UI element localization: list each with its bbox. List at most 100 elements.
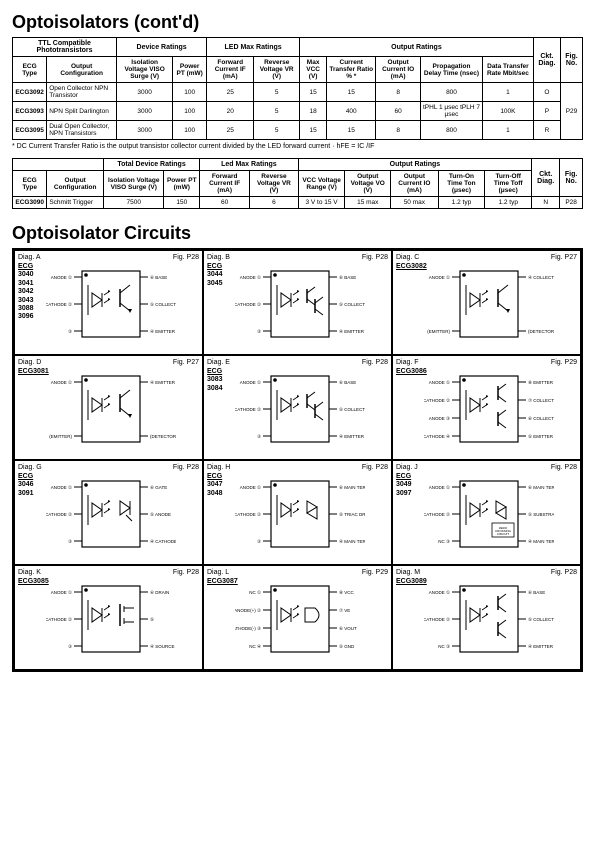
svg-text:CATHODE ②: CATHODE ②	[46, 617, 73, 622]
table-cell: 3000	[117, 121, 173, 140]
svg-text:③: ③	[257, 539, 262, 544]
table-cell: 100	[173, 102, 207, 121]
column-header: Fig. No.	[560, 159, 583, 197]
svg-text:ANODE ①: ANODE ①	[240, 275, 262, 280]
svg-text:⑤ EMITTER: ⑤ EMITTER	[528, 434, 554, 439]
table-cell: 60	[376, 102, 421, 121]
table-cell: 100K	[482, 102, 533, 121]
svg-text:⑧ VCC: ⑧ VCC	[339, 590, 355, 595]
diagram-label: Diag. C	[396, 254, 419, 261]
svg-text:⑥ MAIN TERMINAL: ⑥ MAIN TERMINAL	[528, 485, 554, 490]
figure-label: Fig. P28	[173, 569, 199, 576]
column-header: Power PT (mW)	[173, 57, 207, 83]
table-cell: 15	[300, 121, 327, 140]
figure-label: Fig. P28	[551, 569, 577, 576]
table-cell: 1.2 typ	[485, 197, 532, 209]
table-cell: 100	[173, 121, 207, 140]
svg-text:⑥ DRAIN: ⑥ DRAIN	[150, 590, 169, 595]
column-header: Turn-On Time Ton (μsec)	[438, 171, 485, 197]
column-header: Forward Current IF (mA)	[207, 57, 254, 83]
svg-text:NC ③: NC ③	[438, 539, 451, 544]
figure-label: Fig. P28	[362, 254, 388, 261]
diagram-label: Diag. A	[18, 254, 41, 261]
part-numbers: ECG30473048	[207, 473, 235, 498]
svg-text:⑥ BASE: ⑥ BASE	[339, 380, 356, 385]
part-numbers: ECG30833084	[207, 368, 235, 393]
schematic-icon: ZEROCROSSINGCIRCUITANODE ①⑥ MAIN TERMINA…	[424, 473, 554, 555]
group-header: LED Max Ratings	[207, 38, 300, 57]
column-header: Isolation Voltage VISO Surge (V)	[104, 171, 164, 197]
part-numbers: ECG3089	[396, 578, 424, 586]
svg-text:CIRCUIT: CIRCUIT	[497, 532, 509, 536]
table-cell: 8	[376, 83, 421, 102]
diagram-label: Diag. F	[396, 359, 419, 366]
group-header: Output Ratings	[298, 159, 531, 171]
table-cell: P29	[561, 83, 583, 140]
group-header	[13, 159, 104, 171]
svg-text:ANODE(+) ②: ANODE(+) ②	[235, 608, 262, 613]
svg-text:⑤: ⑤	[150, 617, 155, 622]
column-header: Output Current IO (mA)	[391, 171, 439, 197]
svg-text:ANODE ①: ANODE ①	[240, 485, 262, 490]
part-numbers: ECG30493097	[396, 473, 424, 498]
footnote: * DC Current Transfer Ratio is the outpu…	[12, 143, 583, 150]
svg-text:NC ④: NC ④	[249, 644, 262, 649]
circuit-cell: Diag. MFig. P28ECG3089ANODE ①⑥ BASECATHO…	[392, 565, 581, 670]
svg-text:⑤ GND: ⑤ GND	[339, 644, 355, 649]
table-cell: 15	[300, 83, 327, 102]
table-cell: 1	[482, 121, 533, 140]
figure-label: Fig. P29	[551, 359, 577, 366]
svg-text:ANODE ①: ANODE ①	[51, 485, 73, 490]
schematic-icon: ANODE ①④ COLLECTOR(EMITTER)(DETECTOR)	[424, 263, 554, 345]
table-cell: 15	[327, 121, 376, 140]
svg-text:③: ③	[68, 539, 73, 544]
column-header: Reverse Voltage VR (V)	[254, 57, 300, 83]
table-cell: 60	[200, 197, 250, 209]
table-cell: P	[533, 102, 560, 121]
column-header: Output Configuration	[47, 57, 117, 83]
circuit-cell: Diag. AFig. P28ECG3040304130423043308830…	[14, 250, 203, 355]
table-cell: 800	[421, 83, 483, 102]
svg-text:CATHODE ②: CATHODE ②	[46, 302, 73, 307]
page-title-2: Optoisolator Circuits	[12, 223, 583, 244]
diagram-label: Diag. D	[18, 359, 41, 366]
svg-text:⑤ TRIAC DRIVER SUBSTRATE DO NO: ⑤ TRIAC DRIVER SUBSTRATE DO NOT CONNECT	[339, 512, 365, 517]
table-cell: 6	[250, 197, 298, 209]
circuit-cell: Diag. LFig. P29ECG3087NC ①⑧ VCCANODE(+) …	[203, 565, 392, 670]
table-cell: 50 max	[391, 197, 439, 209]
svg-text:(EMITTER): (EMITTER)	[427, 329, 450, 334]
table-cell: 25	[207, 121, 254, 140]
part-numbers: ECG3086	[396, 368, 424, 376]
table-cell: 1	[482, 83, 533, 102]
group-header: Output Ratings	[300, 38, 534, 57]
table-cell: NPN Split Darlington	[47, 102, 117, 121]
table-cell: 7500	[104, 197, 164, 209]
table-cell: Schmitt Trigger	[47, 197, 104, 209]
svg-text:⑥ GATE: ⑥ GATE	[150, 485, 167, 490]
part-numbers: ECG3087	[207, 578, 235, 586]
table-cell: ECG3093	[13, 102, 47, 121]
svg-text:⑦ COLLECTOR: ⑦ COLLECTOR	[528, 398, 554, 403]
column-header: Data Transfer Rate Mbit/sec	[482, 57, 533, 83]
circuit-cell: Diag. HFig. P28ECG30473048ANODE ①⑥ MAIN …	[203, 460, 392, 565]
svg-text:④ CATHODE: ④ CATHODE	[150, 539, 176, 544]
column-header: Reverse Voltage VR (V)	[250, 171, 298, 197]
svg-text:CATHODE ②: CATHODE ②	[235, 302, 262, 307]
svg-text:⑤ COLLECTOR: ⑤ COLLECTOR	[339, 302, 365, 307]
column-header: Turn-Off Time Toff (μsec)	[485, 171, 532, 197]
table-cell: ECG3092	[13, 83, 47, 102]
svg-text:⑤ COLLECTOR: ⑤ COLLECTOR	[528, 617, 554, 622]
circuit-cell: Diag. JFig. P28ECG30493097ZEROCROSSINGCI…	[392, 460, 581, 565]
diagram-label: Diag. H	[207, 464, 230, 471]
column-header: Current Transfer Ratio % *	[327, 57, 376, 83]
table-cell: N	[532, 197, 560, 209]
svg-text:④ EMITTER: ④ EMITTER	[339, 434, 365, 439]
column-header: Ckt. Diag.	[533, 38, 560, 83]
circuit-cell: Diag. EFig. P28ECG30833084ANODE ①⑥ BASEC…	[203, 355, 392, 460]
optoisolator-table-2: Total Device Ratings Led Max Ratings Out…	[12, 158, 583, 209]
part-numbers: ECG3082	[396, 263, 424, 271]
column-header: Output Voltage VO (V)	[345, 171, 391, 197]
circuit-cell: Diag. GFig. P28ECG30463091ANODE ①⑥ GATEC…	[14, 460, 203, 565]
circuits-grid: Diag. AFig. P28ECG3040304130423043308830…	[12, 248, 583, 672]
svg-text:ANODE ①: ANODE ①	[429, 275, 451, 280]
